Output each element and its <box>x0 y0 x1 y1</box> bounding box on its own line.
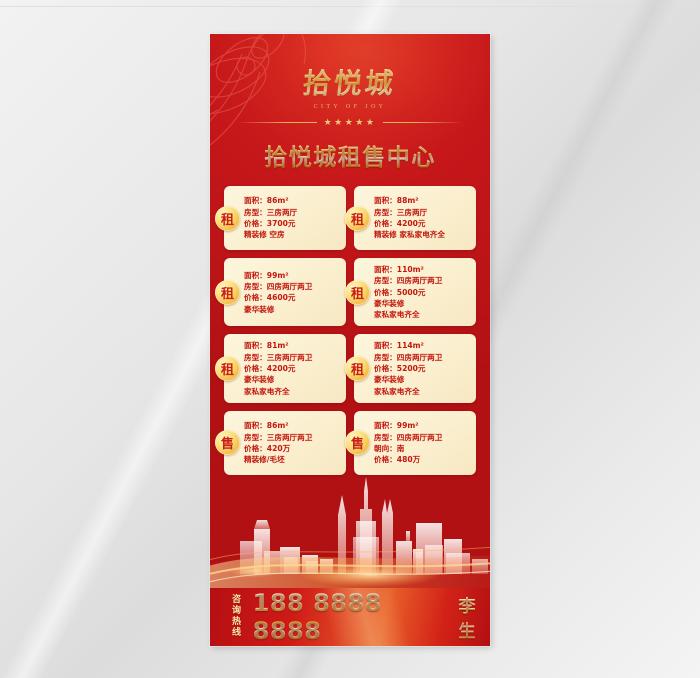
listing-line: 房型：四房两厅两卫 <box>374 432 443 442</box>
listing-grid: 租 面积：86m² 房型：三房两厅 价格：3700元 精装修 空房 租 面积：8… <box>215 186 476 475</box>
divider-line-left <box>237 122 317 123</box>
brand-logo-en: CITY OF JOY <box>313 104 387 110</box>
listing-details: 面积：86m² 房型：三房两厅 价格：3700元 精装修 空房 <box>244 195 340 240</box>
listing-type-badge: 售 <box>215 430 240 456</box>
listing-line: 豪华装修 <box>244 375 275 385</box>
listing-line: 面积：110m² <box>374 265 424 274</box>
listing-details: 面积：99m² 房型：四房两厅两卫 价格：4600元 豪华装修 <box>244 270 340 315</box>
listing-card[interactable]: 租 面积：99m² 房型：四房两厅两卫 价格：4600元 豪华装修 <box>215 258 346 327</box>
listing-line: 房型：三房两厅 <box>244 207 298 217</box>
listing-line: 房型：三房两厅两卫 <box>244 352 313 362</box>
listing-type-badge: 售 <box>345 430 370 456</box>
header-glow <box>210 34 490 194</box>
agent-name: 李生 <box>458 592 490 642</box>
listing-line: 房型：三房两厅 <box>374 207 428 217</box>
listing-line: 价格：5200元 <box>374 364 426 374</box>
listing-details: 面积：81m² 房型：三房两厅两卫 价格：4200元 豪华装修 家私家电齐全 <box>244 340 340 396</box>
listing-line: 面积：86m² <box>244 196 289 206</box>
listing-details: 面积：110m² 房型：四房两厅两卫 价格：5000元 豪华装修 家私家电齐全 <box>374 264 470 320</box>
listing-details: 面积：99m² 房型：四房两厅两卫 朝向：南 价格：480万 <box>374 420 470 465</box>
listing-line: 家私家电齐全 <box>374 310 420 320</box>
listing-card[interactable]: 租 面积：81m² 房型：三房两厅两卫 价格：4200元 豪华装修 家私家电齐全 <box>215 334 346 403</box>
listing-line: 家私家电齐全 <box>374 386 420 396</box>
listing-details: 面积：88m² 房型：三房两厅 价格：4200元 精装修 家私家电齐全 <box>374 195 470 240</box>
divider-line-right <box>383 122 463 123</box>
listing-line: 价格：3700元 <box>244 219 296 228</box>
listing-line: 价格：480万 <box>374 455 421 465</box>
hotline-label-line1: 咨询 <box>232 595 242 616</box>
listing-card[interactable]: 租 面积：88m² 房型：三房两厅 价格：4200元 精装修 家私家电齐全 <box>345 186 476 250</box>
listing-card[interactable]: 租 面积：110m² 房型：四房两厅两卫 价格：5000元 豪华装修 家私家电齐… <box>345 258 476 327</box>
listing-line: 豪华装修 <box>374 375 405 385</box>
listing-type-badge: 租 <box>345 356 370 382</box>
hotline-footer: 咨询 热线 188 8888 8888 李生 <box>210 588 490 646</box>
listing-details: 面积：86m² 房型：三房两厅两卫 价格：420万 精装修/毛坯 <box>244 420 340 465</box>
listing-line: 房型：三房两厅两卫 <box>244 432 313 442</box>
listing-card[interactable]: 售 面积：99m² 房型：四房两厅两卫 朝向：南 价格：480万 <box>345 410 476 475</box>
footer-sheen <box>210 588 490 646</box>
city-skyline-illustration <box>210 469 490 589</box>
listing-type-badge: 租 <box>345 279 370 305</box>
page-top-rule <box>0 6 700 7</box>
listing-line: 精装修 空房 <box>244 230 285 240</box>
star-divider: ★★★★★ <box>237 118 463 127</box>
listing-line: 面积：114m² <box>374 341 424 351</box>
hotline-label-line2: 热线 <box>232 617 242 638</box>
real-estate-poster: 拾悦城 CITY OF JOY ★★★★★ 拾悦城租售中心 租 面积：86m² … <box>210 34 490 646</box>
listing-line: 价格：420万 <box>244 443 291 453</box>
hotline-label: 咨询 热线 <box>228 595 246 639</box>
listing-card[interactable]: 租 面积：86m² 房型：三房两厅 价格：3700元 精装修 空房 <box>215 186 346 250</box>
listing-line: 朝向：南 <box>374 443 405 453</box>
listing-line: 精装修/毛坯 <box>244 455 285 465</box>
listing-line: 价格：4600元 <box>244 293 296 303</box>
listing-line: 豪华装修 <box>244 304 275 314</box>
listing-line: 豪华装修 <box>374 298 405 308</box>
listing-type-badge: 租 <box>215 356 240 382</box>
poster-header: 拾悦城 CITY OF JOY ★★★★★ 拾悦城租售中心 <box>210 34 490 172</box>
listing-line: 房型：四房两厅两卫 <box>244 281 313 291</box>
listing-line: 面积：86m² <box>244 421 289 431</box>
five-stars-icon: ★★★★★ <box>323 117 377 127</box>
listing-line: 面积：99m² <box>244 270 289 280</box>
page-title: 拾悦城租售中心 <box>264 138 436 172</box>
listing-line: 价格：4200元 <box>244 364 296 374</box>
listing-type-badge: 租 <box>215 205 240 231</box>
listing-line: 房型：四房两厅两卫 <box>374 276 443 286</box>
listing-line: 面积：88m² <box>374 196 419 206</box>
listing-line: 精装修 家私家电齐全 <box>374 230 445 240</box>
listing-line: 家私家电齐全 <box>244 386 290 396</box>
listing-details: 面积：114m² 房型：四房两厅两卫 价格：5200元 豪华装修 家私家电齐全 <box>374 340 470 396</box>
peony-flower-decoration <box>210 34 362 164</box>
listing-line: 房型：四房两厅两卫 <box>374 352 443 362</box>
listing-type-badge: 租 <box>345 205 370 231</box>
listing-line: 面积：99m² <box>374 421 419 431</box>
listing-line: 价格：5000元 <box>374 287 426 297</box>
listing-type-badge: 租 <box>215 279 240 305</box>
brand-logo-cn: 拾悦城 <box>301 62 398 102</box>
hotline-phone-number[interactable]: 188 8888 8888 <box>253 589 445 645</box>
listing-line: 价格：4200元 <box>374 219 426 228</box>
listing-card[interactable]: 租 面积：114m² 房型：四房两厅两卫 价格：5200元 豪华装修 家私家电齐… <box>345 334 476 403</box>
listing-line: 面积：81m² <box>244 341 289 351</box>
listing-card[interactable]: 售 面积：86m² 房型：三房两厅两卫 价格：420万 精装修/毛坯 <box>215 410 346 475</box>
